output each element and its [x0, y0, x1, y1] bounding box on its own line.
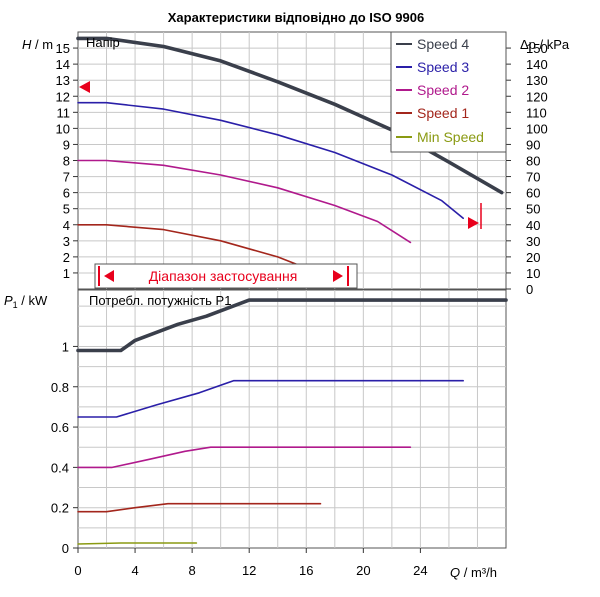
head-y-tick-label: 13	[56, 73, 70, 88]
head-y-tick-label: 10	[56, 121, 70, 136]
x-tick-label: 16	[299, 563, 313, 578]
head-y-tick-label: 9	[63, 137, 70, 152]
power-panel-label: Потребл. потужність P1	[89, 293, 231, 308]
head-panel-label: Напір	[86, 35, 120, 50]
pressure-y-tick-label: 90	[526, 137, 540, 152]
power-series	[76, 298, 508, 545]
chart-title: Характеристики відповідно до ISO 9906	[168, 10, 424, 25]
legend: Speed 4 Speed 3 Speed 2 Speed 1 Min Spee…	[390, 31, 507, 153]
head-y-tick-label: 6	[63, 186, 70, 201]
legend-label-speed-1: Speed 1	[417, 105, 469, 121]
range-arrow-left-icon	[104, 270, 114, 282]
x-tick-label: 0	[74, 563, 81, 578]
pressure-y-tick-label: 110	[526, 105, 547, 120]
power-curve-speed-2	[77, 446, 412, 469]
pressure-y-tick-label: 60	[526, 186, 540, 201]
power-y-tick-label: 0.6	[51, 420, 69, 435]
power-y-axis-label: P1 / kW	[4, 293, 48, 310]
head-y-axis-label: H / m	[22, 37, 53, 52]
max-flow-marker-icon	[468, 217, 479, 229]
legend-box	[390, 31, 507, 153]
range-arrow-right-icon	[333, 270, 343, 282]
pressure-y-tick-label: 150	[526, 41, 548, 56]
head-y-tick-label: 3	[63, 234, 70, 249]
pressure-y-tick-label: 120	[526, 89, 548, 104]
power-y-tick-label: 0.4	[51, 460, 69, 475]
power-curve-min-speed	[77, 542, 198, 545]
pressure-y-tick-label: 140	[526, 57, 548, 72]
head-y-tick-label: 2	[63, 250, 70, 265]
pressure-y-tick-label: 30	[526, 234, 540, 249]
pressure-y-tick-label: 20	[526, 250, 540, 265]
legend-label-speed-3: Speed 3	[417, 59, 469, 75]
power-panel: 0 0.2 0.4 0.6 0.8 1 0 4 8 12 16 20 24 Потребл. поту…	[4, 289, 508, 580]
head-curve-speed-2	[77, 159, 412, 244]
pressure-y-tick-label: 70	[526, 170, 540, 185]
legend-item-speed-2: Speed 2	[396, 82, 469, 98]
pressure-y-tick-label: 50	[526, 202, 540, 217]
head-y-tick-label: 1	[63, 266, 70, 281]
head-y-tick-label: 14	[56, 57, 70, 72]
pressure-y-tick-label: 10	[526, 266, 540, 281]
head-y-tick-label: 7	[63, 170, 70, 185]
pressure-y-tick-label: 130	[526, 73, 548, 88]
power-y-tick-label: 1	[62, 339, 69, 354]
head-y-tick-label: 8	[63, 154, 70, 169]
head-grid	[78, 32, 506, 289]
max-flow-marker	[468, 203, 482, 229]
power-y-ticks: 0 0.2 0.4 0.6 0.8 1	[51, 339, 78, 556]
x-axis-label: Q / m³/h	[450, 565, 497, 580]
power-curve-speed-3	[77, 379, 465, 418]
head-y-tick-label: 5	[63, 202, 70, 217]
power-y-tick-label: 0.2	[51, 501, 69, 516]
legend-label-speed-4: Speed 4	[417, 36, 469, 52]
application-range-label: Діапазон застосування	[149, 268, 298, 284]
max-head-marker-icon	[79, 81, 90, 93]
legend-label-speed-2: Speed 2	[417, 82, 469, 98]
x-ticks: 0 4 8 12 16 20 24	[74, 548, 428, 578]
power-y-tick-label: 0	[62, 541, 69, 556]
power-y-tick-label: 0.8	[51, 380, 69, 395]
x-tick-label: 24	[413, 563, 427, 578]
pressure-y-tick-label: 100	[526, 121, 548, 136]
power-curve-speed-1	[77, 502, 322, 513]
pressure-y-tick-label: 0	[526, 282, 533, 297]
power-curve-speed-4	[76, 298, 508, 353]
legend-item-speed-1: Speed 1	[396, 105, 469, 121]
pressure-y-axis-label: Δp / kPa	[520, 37, 570, 52]
head-curve-speed-1	[77, 224, 312, 271]
application-range-box	[94, 263, 358, 289]
head-y-tick-label: 12	[56, 89, 70, 104]
head-y-tick-label: 4	[63, 218, 70, 233]
x-tick-label: 8	[189, 563, 196, 578]
pressure-y-tick-label: 80	[526, 154, 540, 169]
head-y-tick-label: 11	[57, 105, 71, 120]
legend-label-min-speed: Min Speed	[417, 129, 484, 145]
head-curve-speed-3	[77, 101, 465, 220]
legend-item-speed-3: Speed 3	[396, 59, 469, 75]
power-plot-area	[77, 289, 507, 549]
legend-item-speed-4: Speed 4	[396, 36, 469, 52]
legend-item-min-speed: Min Speed	[396, 129, 484, 145]
application-range: Діапазон застосування	[94, 263, 358, 289]
x-tick-label: 12	[242, 563, 256, 578]
x-tick-label: 4	[131, 563, 138, 578]
x-tick-label: 20	[356, 563, 370, 578]
pressure-y-tick-label: 40	[526, 218, 540, 233]
head-y-tick-label: 15	[56, 41, 70, 56]
